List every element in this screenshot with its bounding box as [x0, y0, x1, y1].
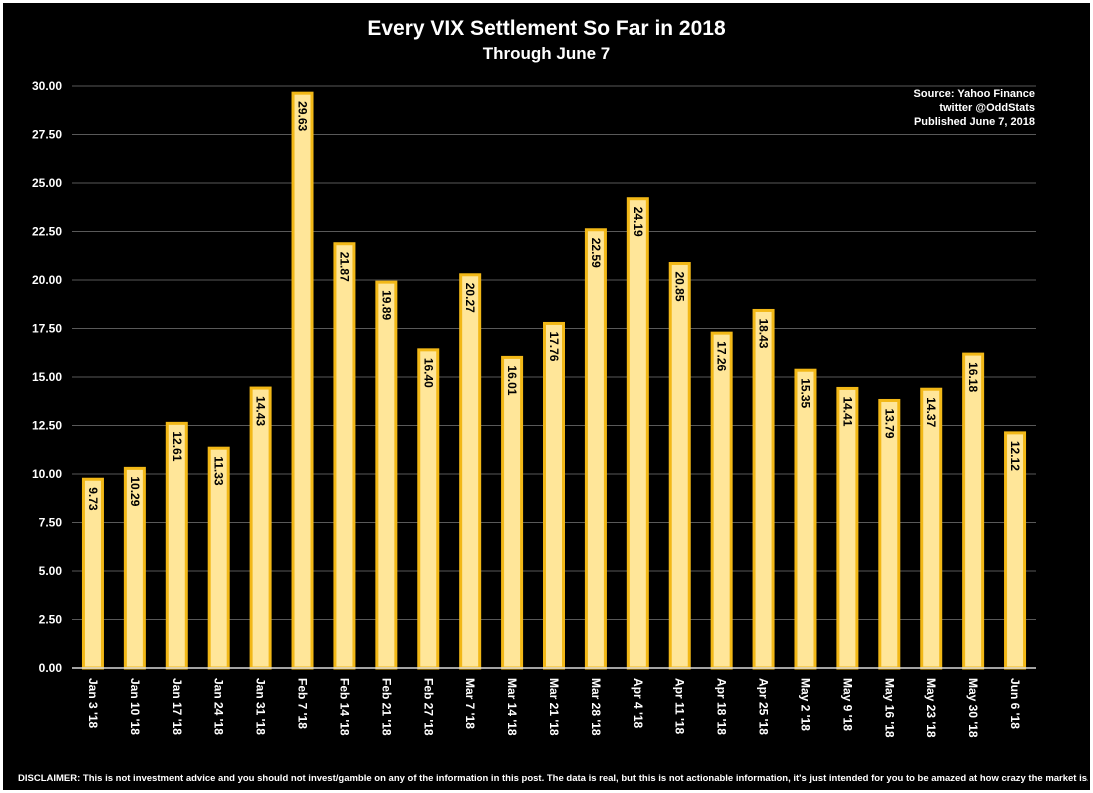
y-tick-label: 5.00	[39, 564, 63, 578]
bar-value-label: 13.79	[882, 408, 896, 438]
x-tick-label: May 2 '18	[798, 678, 812, 731]
x-tick-label: Feb 14 '18	[337, 678, 351, 736]
bar-value-label: 12.12	[1008, 441, 1022, 471]
bar	[584, 228, 607, 670]
x-tick-label: Mar 7 '18	[463, 678, 477, 729]
bar-value-label: 16.18	[966, 362, 980, 392]
bar-value-label: 11.33	[212, 456, 226, 486]
bar-value-label: 12.61	[170, 431, 184, 461]
x-tick-label: May 23 '18	[924, 678, 938, 738]
bar-value-label: 17.76	[547, 331, 561, 361]
y-tick-label: 20.00	[32, 273, 62, 287]
bar	[543, 321, 565, 670]
x-tick-label: Feb 27 '18	[421, 678, 435, 736]
y-tick-label: 30.00	[32, 79, 62, 93]
y-tick-label: 15.00	[32, 370, 62, 384]
bar-value-label: 16.01	[505, 365, 519, 395]
source-note: Source: Yahoo Finance twitter @OddStats …	[914, 87, 1035, 129]
bar-value-label: 19.89	[379, 290, 393, 320]
y-tick-label: 10.00	[32, 467, 62, 481]
bar-value-label: 16.40	[421, 358, 435, 388]
x-tick-label: Apr 25 '18	[757, 678, 771, 735]
bar-value-label: 14.43	[254, 396, 268, 426]
bar-value-label: 9.73	[86, 487, 100, 511]
bar-value-label: 14.41	[840, 396, 854, 426]
x-tick-label: Apr 18 '18	[715, 678, 729, 735]
x-tick-label: Mar 14 '18	[505, 678, 519, 736]
y-tick-label: 25.00	[32, 176, 62, 190]
bar	[836, 386, 859, 670]
bar	[501, 355, 524, 670]
bars: 9.73 10.29 12.61 11.33 14.43 29.63 21.87 19.89 1…	[81, 91, 1027, 670]
chart-title: Every VIX Settlement So Far in 2018	[367, 17, 726, 40]
y-tick-label: 0.00	[39, 661, 63, 675]
bar	[752, 308, 775, 670]
bar-value-label: 18.43	[757, 318, 771, 348]
bar-value-label: 14.37	[924, 397, 938, 427]
bar	[291, 91, 314, 670]
bar-value-label: 20.85	[673, 272, 687, 302]
y-tick-label: 17.50	[32, 322, 62, 336]
y-tick-label: 2.50	[39, 613, 63, 627]
x-tick-label: May 30 '18	[966, 678, 980, 738]
bar	[417, 348, 440, 670]
y-axis: 0.00 2.50 5.00 7.50 10.00 12.50 15.00 17.50 20.0…	[32, 79, 62, 675]
x-tick-label: May 16 '18	[882, 678, 896, 738]
bar-value-label: 21.87	[337, 252, 351, 282]
x-tick-label: Jan 17 '18	[170, 678, 184, 735]
x-tick-label: Jun 6 '18	[1008, 678, 1022, 729]
x-tick-label: Feb 21 '18	[379, 678, 393, 736]
x-tick-label: Jan 24 '18	[212, 678, 226, 735]
bar	[794, 368, 817, 670]
bar-value-label: 10.29	[128, 476, 142, 506]
x-tick-label: Mar 28 '18	[589, 678, 603, 736]
x-tick-label: May 9 '18	[840, 678, 854, 731]
chart-subtitle: Through June 7	[482, 44, 611, 63]
bar-value-label: 24.19	[631, 207, 645, 237]
bar-value-label: 15.35	[798, 378, 812, 408]
x-tick-label: Feb 7 '18	[296, 678, 310, 729]
bar	[375, 280, 398, 670]
bar-value-label: 20.27	[463, 283, 477, 313]
x-tick-label: Jan 31 '18	[254, 678, 268, 735]
y-tick-label: 7.50	[39, 516, 63, 530]
bar	[920, 387, 943, 670]
bar	[249, 386, 272, 670]
bar	[459, 273, 482, 670]
bar	[626, 197, 649, 670]
x-tick-label: Apr 11 '18	[673, 678, 687, 735]
bar	[962, 352, 985, 670]
bar	[333, 242, 356, 670]
x-tick-label: Mar 21 '18	[547, 678, 561, 736]
bar-value-label: 17.26	[715, 341, 729, 371]
bar	[668, 262, 691, 670]
x-tick-label: Apr 4 '18	[631, 678, 645, 729]
x-axis: Jan 3 '18 Jan 10 '18 Jan 17 '18 Jan 24 '18 J…	[72, 667, 1036, 738]
x-tick-label: Jan 3 '18	[86, 678, 100, 729]
y-tick-label: 27.50	[32, 128, 62, 142]
source-line-2: twitter @OddStats	[939, 102, 1035, 114]
source-line-1: Source: Yahoo Finance	[913, 88, 1035, 100]
bar-value-label: 29.63	[296, 101, 310, 131]
y-tick-label: 12.50	[32, 419, 62, 433]
y-tick-label: 22.50	[32, 225, 62, 239]
disclaimer: DISCLAIMER: This is not investment advic…	[18, 773, 1088, 784]
x-tick-label: Jan 10 '18	[128, 678, 142, 735]
bar	[710, 331, 733, 670]
bar-value-label: 22.59	[589, 238, 603, 268]
source-line-3: Published June 7, 2018	[913, 116, 1035, 128]
bar	[878, 398, 901, 670]
